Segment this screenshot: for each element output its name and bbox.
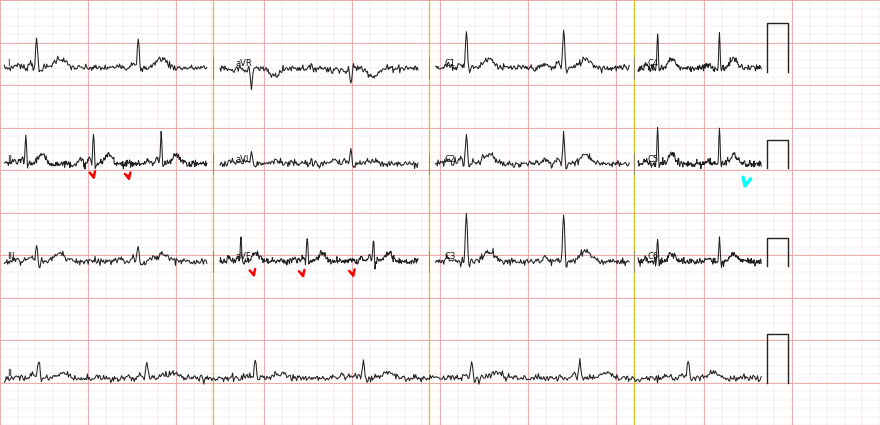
Text: C3: C3 [444,252,456,261]
Text: C5: C5 [648,155,659,164]
Text: C1: C1 [444,59,456,68]
Text: aVL: aVL [236,155,252,164]
Text: II: II [7,369,12,378]
Text: C6: C6 [648,252,659,261]
Text: I: I [7,59,10,68]
Text: III: III [7,252,15,261]
Text: aVR: aVR [236,59,253,68]
Text: C4: C4 [648,59,659,68]
Text: C2: C2 [444,155,456,164]
Text: II: II [7,155,12,164]
Text: aVF: aVF [236,252,252,261]
